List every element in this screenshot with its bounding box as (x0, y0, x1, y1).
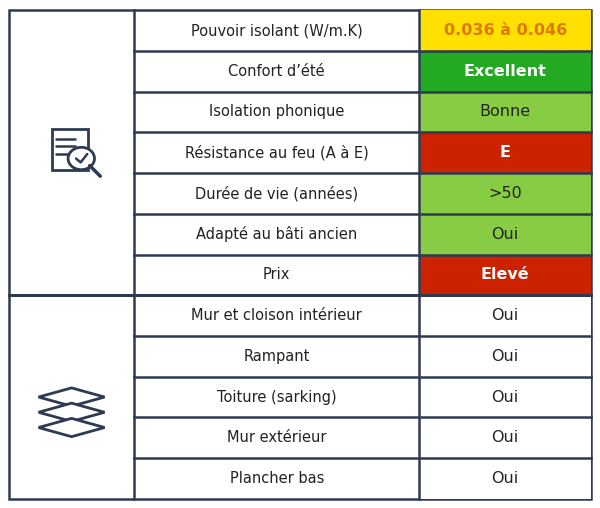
Text: Mur extérieur: Mur extérieur (227, 430, 326, 446)
Text: Isolation phonique: Isolation phonique (209, 105, 344, 119)
Bar (419, 91, 591, 133)
Text: Elevé: Elevé (481, 267, 529, 282)
Text: Toiture (sarking): Toiture (sarking) (217, 390, 337, 404)
Text: E: E (500, 145, 511, 160)
Bar (419, 10, 591, 51)
Bar (419, 255, 591, 295)
Polygon shape (38, 419, 104, 437)
Polygon shape (38, 388, 104, 406)
Text: Oui: Oui (491, 308, 519, 323)
Text: Oui: Oui (491, 430, 519, 446)
Bar (419, 214, 591, 255)
Bar (419, 51, 591, 91)
Text: Prix: Prix (263, 267, 290, 282)
Text: Bonne: Bonne (479, 105, 531, 119)
Text: 0.036 à 0.046: 0.036 à 0.046 (443, 23, 567, 38)
Text: Plancher bas: Plancher bas (230, 471, 324, 486)
Bar (419, 173, 591, 214)
Circle shape (68, 147, 94, 170)
Text: Rampant: Rampant (244, 349, 310, 364)
Bar (419, 418, 591, 458)
Bar (419, 458, 591, 499)
Text: Oui: Oui (491, 390, 519, 404)
Text: Durée de vie (années): Durée de vie (années) (195, 185, 358, 201)
Text: Pouvoir isolant (W/m.K): Pouvoir isolant (W/m.K) (191, 23, 362, 38)
Text: Résistance au feu (A à E): Résistance au feu (A à E) (185, 145, 368, 161)
Bar (419, 295, 591, 336)
Bar (419, 133, 591, 173)
Text: Oui: Oui (491, 349, 519, 364)
Text: Excellent: Excellent (464, 64, 547, 79)
Text: Adapté au bâti ancien: Adapté au bâti ancien (196, 226, 358, 242)
Bar (52, 129, 88, 170)
Bar (419, 336, 591, 376)
Text: Confort d’été: Confort d’été (229, 64, 325, 79)
Text: >50: >50 (488, 186, 522, 201)
Text: Oui: Oui (491, 471, 519, 486)
Bar (419, 376, 591, 418)
Polygon shape (38, 403, 104, 422)
Text: Oui: Oui (491, 227, 519, 242)
Text: Mur et cloison intérieur: Mur et cloison intérieur (191, 308, 362, 323)
